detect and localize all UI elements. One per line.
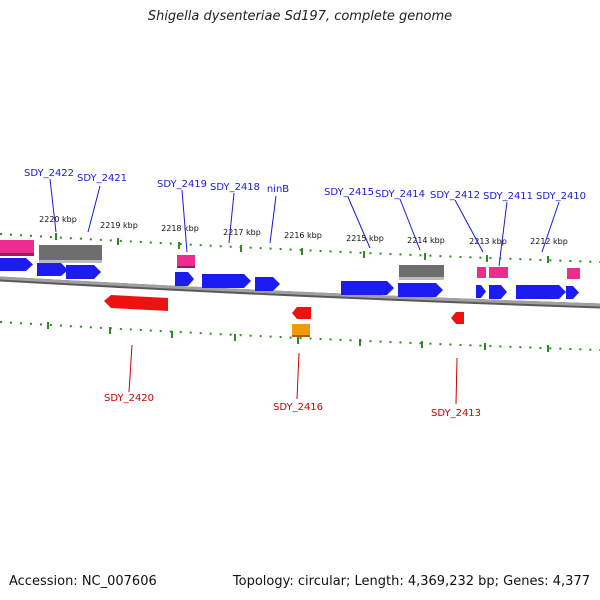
gene-feature-gray-shadow bbox=[399, 277, 444, 280]
gene-arrow-forward[interactable] bbox=[255, 277, 280, 291]
scale-label: 2217 kbp bbox=[223, 228, 261, 237]
label-leader bbox=[347, 196, 371, 249]
scale-label: 2219 kbp bbox=[100, 221, 138, 230]
gene-arrow-forward[interactable] bbox=[566, 286, 579, 299]
label-leader bbox=[498, 201, 508, 267]
gene-feature-pink[interactable] bbox=[567, 268, 580, 279]
gene-label-forward[interactable]: ninB bbox=[267, 184, 289, 195]
gene-feature-gray[interactable] bbox=[39, 245, 102, 260]
gene-arrow-reverse[interactable] bbox=[451, 312, 464, 324]
scale-label: 2215 kbp bbox=[346, 234, 384, 243]
gene-arrow-reverse[interactable] bbox=[104, 295, 168, 311]
label-leader bbox=[269, 195, 277, 244]
gene-feature-orange[interactable] bbox=[292, 324, 310, 335]
gene-label-reverse[interactable]: SDY_2416 bbox=[273, 402, 323, 413]
gene-feature-pink-shadow bbox=[0, 253, 34, 256]
label-leader bbox=[399, 198, 421, 251]
scale-label: 2218 kbp bbox=[161, 224, 199, 233]
gene-label-reverse[interactable]: SDY_2413 bbox=[431, 408, 481, 419]
label-leader bbox=[541, 201, 560, 253]
gene-feature-pink[interactable] bbox=[0, 240, 34, 253]
gene-label-forward[interactable]: SDY_2419 bbox=[157, 179, 207, 190]
forward-strand-genes bbox=[0, 258, 579, 299]
label-leader bbox=[296, 352, 300, 400]
gene-arrow-forward[interactable] bbox=[516, 285, 566, 299]
gene-label-forward[interactable]: SDY_2410 bbox=[536, 191, 586, 202]
outer-major-ticks bbox=[55, 233, 549, 263]
gene-feature-pink[interactable] bbox=[477, 267, 486, 278]
gene-feature-gray-shadow bbox=[39, 260, 102, 263]
gene-label-forward[interactable]: SDY_2421 bbox=[77, 173, 127, 184]
gene-arrow-forward[interactable] bbox=[489, 285, 507, 299]
gene-arrow-forward[interactable] bbox=[0, 258, 33, 271]
gene-arrow-forward[interactable] bbox=[341, 281, 394, 295]
gene-feature-orange-shadow bbox=[292, 335, 310, 337]
accession-label: Accession: NC_007606 bbox=[9, 574, 157, 589]
gene-arrow-forward[interactable] bbox=[202, 274, 251, 288]
scale-label: 2212 kbp bbox=[530, 237, 568, 246]
gene-arrow-forward[interactable] bbox=[476, 285, 486, 298]
scale-label: 2213 kbp bbox=[469, 237, 507, 246]
genome-backbone bbox=[0, 276, 600, 307]
label-leader bbox=[455, 357, 458, 405]
outer-tick-track bbox=[0, 233, 600, 263]
label-leader bbox=[454, 199, 484, 253]
gene-label-forward[interactable]: SDY_2414 bbox=[375, 189, 425, 200]
gene-feature-pink-shadow bbox=[177, 266, 195, 268]
scale-label: 2220 kbp bbox=[39, 215, 77, 224]
gene-arrow-forward[interactable] bbox=[37, 263, 68, 276]
gene-feature-pink[interactable] bbox=[177, 255, 195, 266]
gene-label-forward[interactable]: SDY_2418 bbox=[210, 182, 260, 193]
gene-arrow-forward[interactable] bbox=[175, 272, 194, 286]
label-leader bbox=[49, 178, 57, 233]
label-leader bbox=[87, 185, 101, 233]
inner-major-ticks bbox=[47, 322, 549, 352]
gene-arrow-reverse[interactable] bbox=[292, 307, 311, 319]
outer-feature-row bbox=[0, 240, 580, 280]
gene-label-forward[interactable]: SDY_2412 bbox=[430, 190, 480, 201]
scale-label: 2214 kbp bbox=[407, 236, 445, 245]
gene-label-forward[interactable]: SDY_2422 bbox=[24, 168, 74, 179]
label-leader bbox=[228, 192, 235, 244]
gene-feature-pink[interactable] bbox=[489, 267, 508, 278]
genome-summary: Topology: circular; Length: 4,369,232 bp… bbox=[232, 574, 590, 589]
gene-label-forward[interactable]: SDY_2415 bbox=[324, 187, 374, 198]
gene-label-forward[interactable]: SDY_2411 bbox=[483, 191, 533, 202]
gene-feature-gray[interactable] bbox=[399, 265, 444, 277]
label-leader bbox=[128, 344, 133, 393]
inner-tick-track bbox=[0, 321, 600, 351]
gene-arrow-forward[interactable] bbox=[398, 283, 443, 297]
map-title: Shigella dysenteriae Sd197, complete gen… bbox=[147, 9, 453, 24]
gene-label-reverse[interactable]: SDY_2420 bbox=[104, 393, 154, 404]
gene-arrow-forward[interactable] bbox=[66, 265, 101, 279]
label-leader bbox=[181, 189, 188, 253]
scale-label: 2216 kbp bbox=[284, 231, 322, 240]
reverse-strand-genes bbox=[104, 295, 464, 337]
